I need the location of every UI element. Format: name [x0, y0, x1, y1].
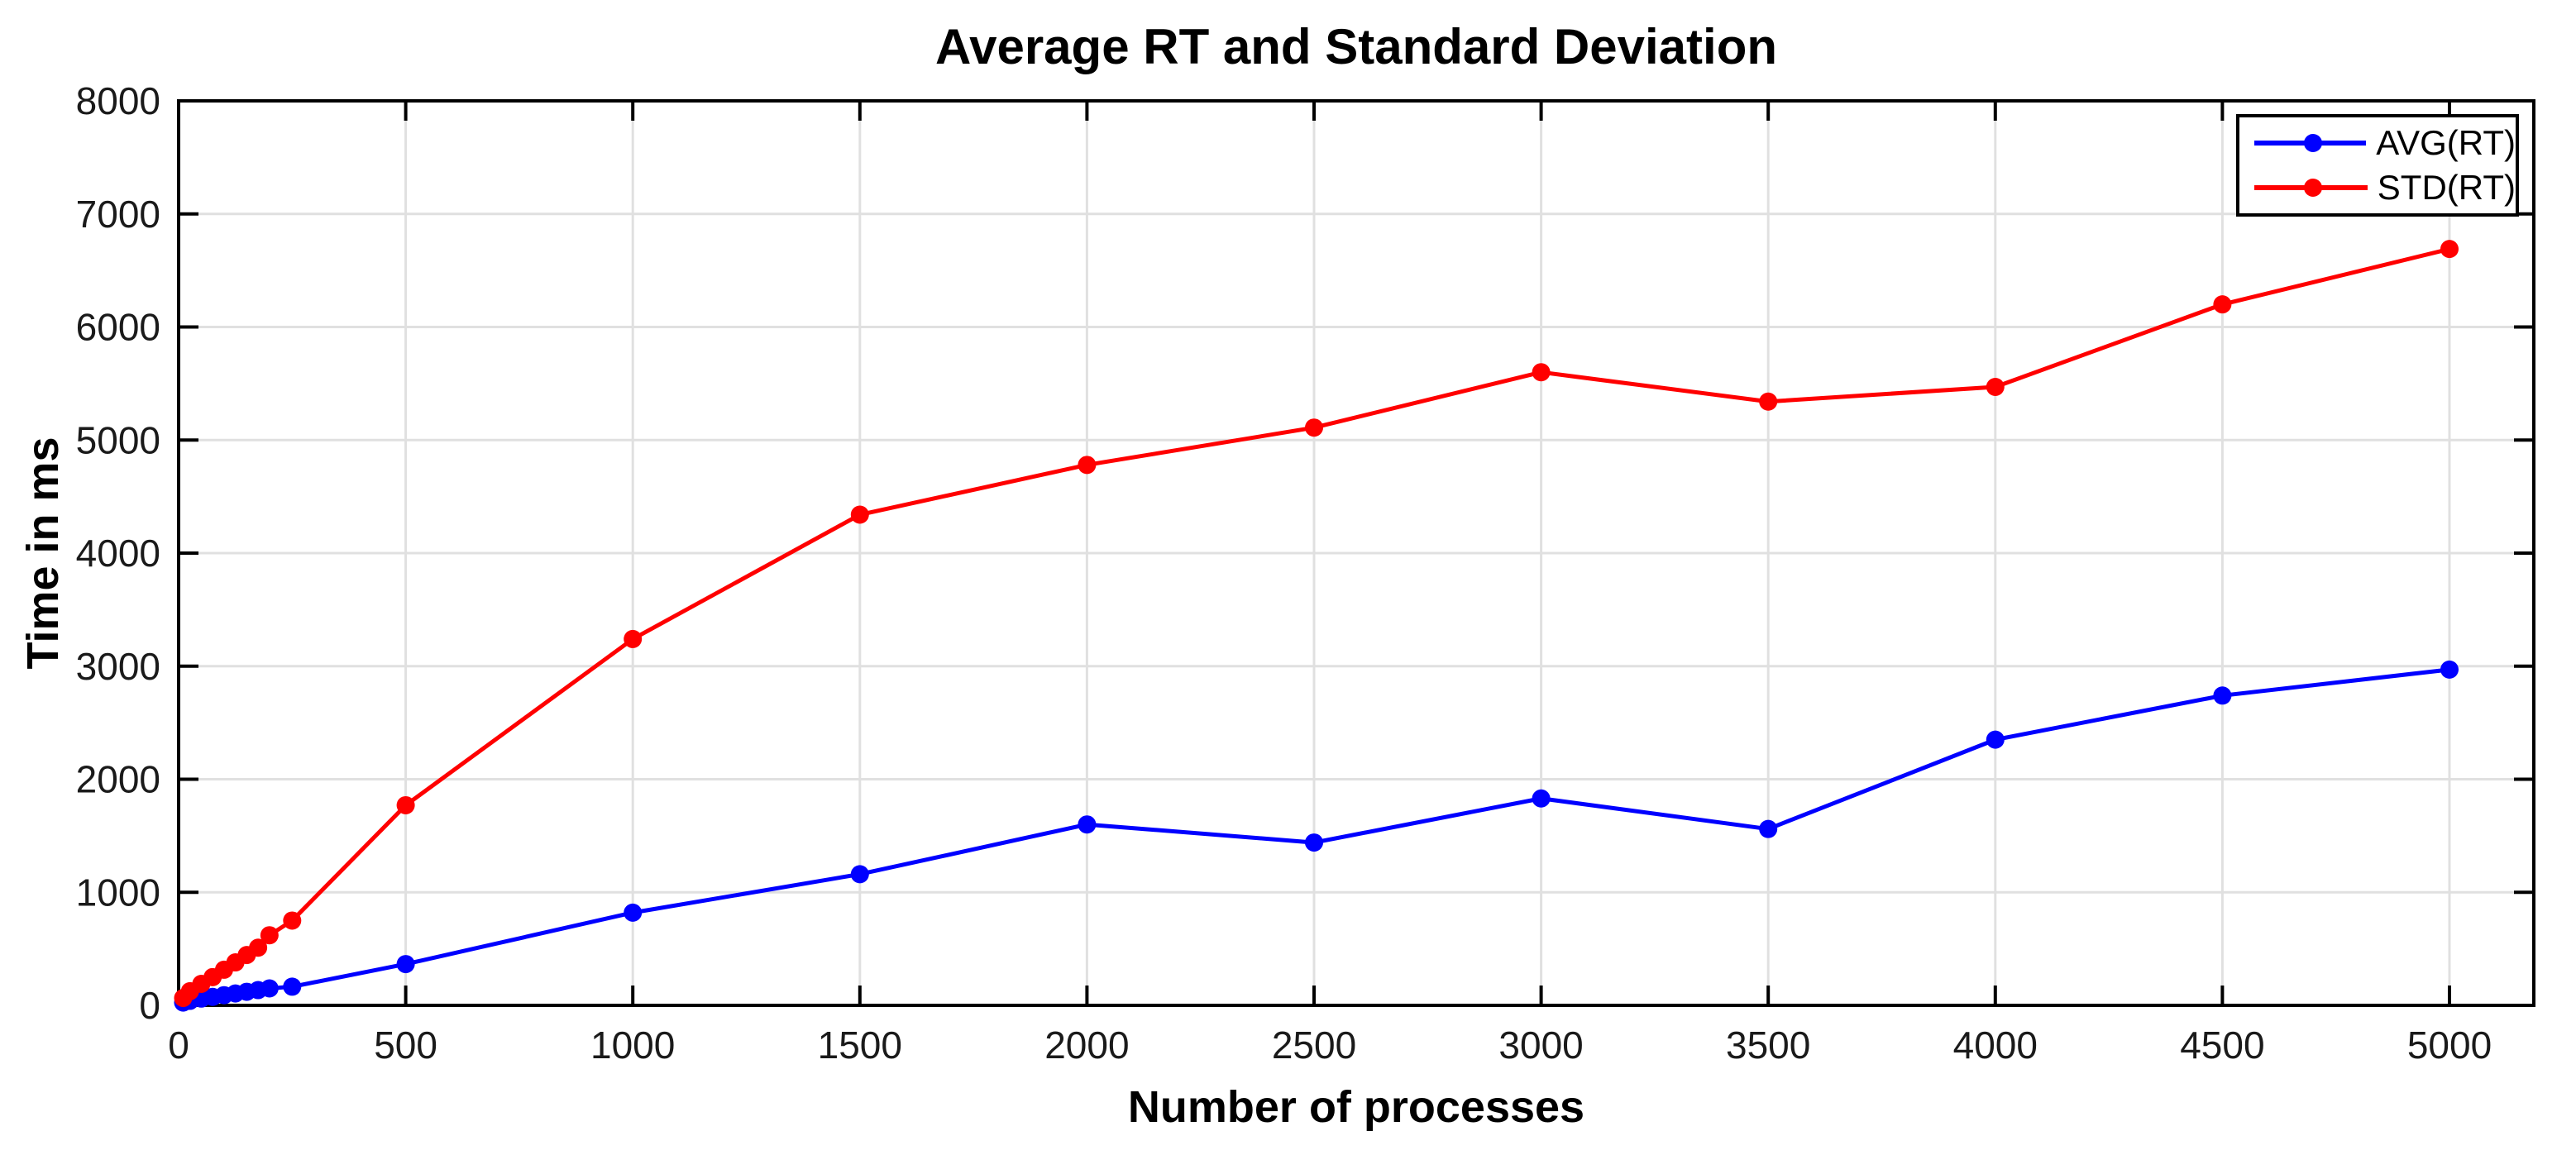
- std-rt-marker: [1759, 392, 1778, 411]
- std-rt-marker: [396, 795, 415, 814]
- x-axis-label: Number of processes: [1127, 1082, 1585, 1132]
- y-tick-label: 3000: [76, 645, 160, 688]
- y-tick-label: 7000: [76, 193, 160, 236]
- legend-item-avg: AVG(RT): [2239, 123, 2516, 163]
- std-rt-marker: [1986, 377, 2005, 396]
- y-tick-label: 6000: [76, 306, 160, 349]
- y-tick-label: 2000: [76, 758, 160, 801]
- legend-sample-avg-icon: [2254, 133, 2367, 152]
- avg-rt-marker: [396, 955, 415, 974]
- avg-rt-marker: [260, 979, 279, 998]
- x-tick-label: 4000: [1953, 1024, 2038, 1067]
- x-tick-label: 2500: [1272, 1024, 1356, 1067]
- avg-rt-marker: [2440, 660, 2459, 679]
- std-rt-marker: [2213, 295, 2232, 314]
- legend-label-avg: AVG(RT): [2376, 122, 2516, 162]
- std-rt-marker: [1532, 363, 1551, 382]
- std-rt-marker: [850, 505, 869, 524]
- legend-sample-std-icon: [2254, 179, 2368, 198]
- x-tick-label: 3500: [1726, 1024, 1810, 1067]
- std-rt-marker: [249, 938, 268, 957]
- std-rt-marker: [1078, 456, 1097, 475]
- x-tick-label: 1000: [590, 1024, 675, 1067]
- y-tick-label: 1000: [76, 871, 160, 914]
- legend-label-std: STD(RT): [2377, 168, 2516, 208]
- legend-marker-avg-icon: [2304, 133, 2322, 152]
- y-tick-label: 8000: [76, 79, 160, 122]
- legend-marker-std-icon: [2304, 179, 2322, 198]
- std-rt-line: [180, 246, 2452, 1000]
- avg-rt-marker: [1986, 730, 2005, 749]
- std-rt-marker: [2440, 240, 2459, 259]
- x-tick-label: 0: [168, 1024, 189, 1067]
- avg-rt-marker: [1078, 815, 1097, 834]
- avg-rt-marker: [2213, 686, 2232, 705]
- chart-title: Average RT and Standard Deviation: [934, 19, 1777, 74]
- avg-rt-marker: [1759, 819, 1778, 838]
- y-tick-label: 0: [139, 984, 160, 1027]
- x-tick-label: 4500: [2180, 1024, 2264, 1067]
- avg-rt-marker: [1532, 789, 1551, 808]
- x-tick-label: 2000: [1044, 1024, 1129, 1067]
- x-tick-label: 5000: [2407, 1024, 2492, 1067]
- x-tick-label: 3000: [1498, 1024, 1583, 1067]
- std-rt-marker: [260, 926, 279, 945]
- y-tick-label: 5000: [76, 418, 160, 461]
- y-tick-label: 4000: [76, 532, 160, 575]
- std-rt-marker: [1305, 418, 1323, 437]
- std-rt-marker: [624, 629, 643, 648]
- legend-item-std: STD(RT): [2239, 168, 2516, 208]
- y-axis-label: Time in ms: [18, 437, 68, 670]
- std-rt-marker: [283, 911, 302, 930]
- avg-rt-marker: [1305, 833, 1323, 852]
- legend: AVG(RT) STD(RT): [2236, 114, 2519, 217]
- avg-rt-marker: [283, 977, 302, 996]
- x-tick-label: 500: [374, 1024, 437, 1067]
- avg-rt-marker: [624, 903, 643, 922]
- avg-rt-marker: [850, 865, 869, 884]
- x-tick-label: 1500: [818, 1024, 902, 1067]
